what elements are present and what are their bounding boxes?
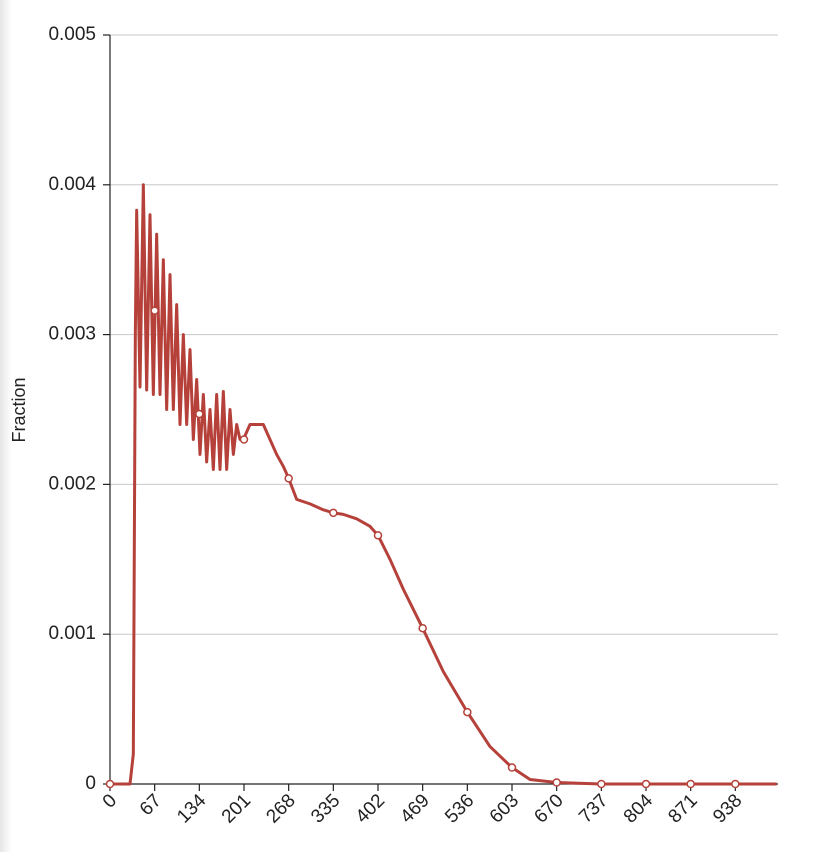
data-point [641, 779, 651, 789]
data-point [239, 435, 249, 444]
y-tick-label: 0 [85, 773, 96, 794]
x-tick-label: 737 [575, 790, 612, 827]
x-tick-label: 804 [620, 790, 658, 828]
data-point [418, 623, 427, 633]
data-point [463, 707, 472, 717]
data-point [150, 306, 159, 315]
data-point [105, 779, 115, 789]
x-tick-label: 402 [352, 790, 389, 827]
y-tick-label: 0.002 [48, 473, 96, 494]
data-point [597, 779, 606, 789]
y-axis-label: Fraction [9, 377, 29, 442]
data-point [552, 778, 561, 787]
x-tick-label: 670 [530, 790, 567, 827]
x-tick-label: 201 [218, 790, 255, 827]
x-tick-label: 536 [441, 790, 478, 827]
x-tick-label: 603 [486, 790, 523, 827]
x-tick-label: 871 [664, 790, 701, 827]
y-tick-label: 0.003 [48, 324, 96, 345]
data-point [731, 779, 740, 789]
x-tick-label: 268 [262, 790, 299, 827]
data-point [373, 531, 383, 540]
y-tick-label: 0.001 [48, 623, 96, 644]
data-point [284, 474, 293, 483]
data-point [195, 409, 204, 419]
data-line [110, 183, 777, 786]
x-tick-label: 335 [307, 790, 344, 827]
data-point [329, 508, 338, 518]
x-tick-label: 469 [396, 790, 433, 827]
y-tick-label: 0.005 [48, 24, 96, 45]
window-edge [0, 0, 12, 852]
y-tick-label: 0.004 [48, 174, 96, 195]
x-tick-label: 0 [99, 790, 121, 812]
x-tick-label: 938 [709, 790, 746, 827]
data-point [507, 763, 517, 772]
x-tick-label: 67 [136, 790, 166, 820]
x-tick-label: 134 [173, 790, 211, 828]
data-point [686, 779, 695, 789]
